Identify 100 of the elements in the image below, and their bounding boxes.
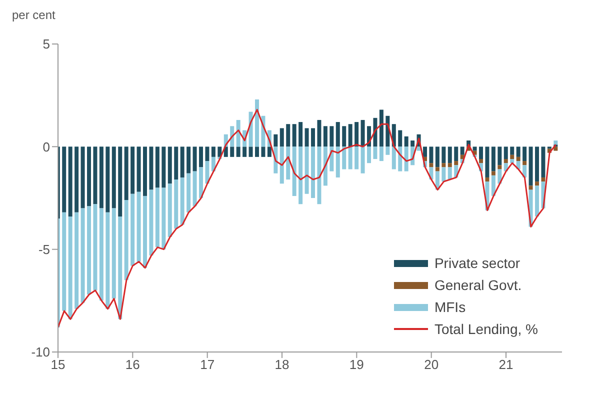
bar: [354, 122, 359, 147]
bar: [522, 146, 527, 162]
bar: [541, 146, 546, 178]
bar: [491, 146, 496, 172]
bar: [528, 146, 533, 186]
bar: [192, 171, 197, 206]
bar: [348, 124, 352, 147]
bar: [330, 126, 334, 147]
bar: [373, 118, 378, 147]
bar: [162, 146, 166, 188]
bar: [541, 177, 546, 182]
bar: [435, 146, 440, 168]
bar: [118, 216, 122, 320]
bar: [485, 146, 490, 178]
y-tick-label: 5: [42, 36, 50, 52]
x-tick-label: 18: [274, 357, 290, 372]
bar: [386, 146, 390, 155]
x-tick-label: 21: [498, 357, 514, 372]
bar: [554, 140, 558, 145]
bar: [317, 146, 322, 204]
bar: [80, 208, 85, 303]
bar: [99, 208, 104, 301]
y-tick-label: -5: [38, 242, 50, 257]
bar: [168, 146, 172, 184]
bar: [348, 146, 352, 170]
bar: [535, 182, 539, 186]
bar: [236, 146, 240, 157]
bar: [448, 163, 452, 168]
bar: [168, 184, 172, 238]
y-tick-label: 0: [42, 139, 50, 154]
bar: [510, 158, 514, 164]
bar: [118, 146, 122, 216]
bar: [498, 146, 502, 166]
x-tick-label: 17: [200, 357, 215, 372]
legend-label: MFIs: [434, 299, 466, 315]
bar: [199, 146, 203, 168]
bar: [87, 146, 91, 206]
bar: [423, 146, 427, 157]
bar: [317, 120, 322, 147]
legend-label: General Govt.: [434, 277, 522, 293]
bar: [336, 122, 340, 147]
bar: [323, 126, 328, 147]
bar: [522, 161, 527, 166]
bar: [286, 124, 290, 147]
bar: [106, 212, 110, 309]
x-tick-label: 15: [50, 357, 66, 372]
bar: [392, 146, 396, 170]
bar: [491, 171, 496, 176]
bar: [136, 146, 141, 192]
bar: [143, 146, 147, 196]
bar: [510, 154, 514, 159]
bar: [292, 124, 296, 147]
bar: [186, 146, 191, 174]
bar: [360, 120, 365, 147]
bar: [255, 99, 259, 147]
bar: [535, 186, 539, 216]
bar: [442, 163, 446, 168]
bar: [149, 146, 154, 190]
bar: [460, 146, 464, 155]
bar: [261, 146, 266, 157]
bar: [491, 175, 496, 196]
bar: [429, 163, 434, 168]
bar: [286, 146, 290, 180]
bar: [292, 146, 296, 196]
bar: [62, 212, 66, 311]
bar: [93, 146, 98, 204]
bar: [218, 146, 222, 157]
legend-label: Total Lending, %: [434, 321, 538, 337]
bar: [410, 140, 415, 147]
bar: [174, 180, 178, 229]
bar: [510, 146, 514, 155]
bar: [535, 146, 539, 182]
bar: [180, 177, 184, 225]
bar: [498, 165, 502, 170]
y-tick-label: -10: [31, 344, 50, 360]
bar: [298, 146, 303, 204]
bar: [280, 146, 284, 184]
bar: [516, 156, 520, 162]
bar: [124, 146, 128, 200]
bar: [162, 188, 166, 250]
bar: [448, 146, 452, 164]
bar: [211, 146, 216, 157]
bar: [112, 208, 116, 299]
x-tick-label: 16: [125, 357, 140, 372]
y-axis-title: per cent: [12, 8, 56, 22]
bar: [429, 146, 434, 164]
bar: [155, 188, 160, 248]
bar: [242, 146, 247, 157]
bar: [485, 177, 490, 182]
bar: [280, 128, 284, 147]
bar: [304, 146, 309, 194]
bar: [192, 146, 197, 172]
bar: [404, 146, 408, 172]
bar: [448, 167, 452, 180]
bar: [454, 161, 458, 166]
bar: [136, 192, 141, 262]
bar: [354, 146, 359, 170]
bar: [379, 110, 384, 147]
bar: [130, 146, 135, 194]
bar: [68, 216, 72, 320]
